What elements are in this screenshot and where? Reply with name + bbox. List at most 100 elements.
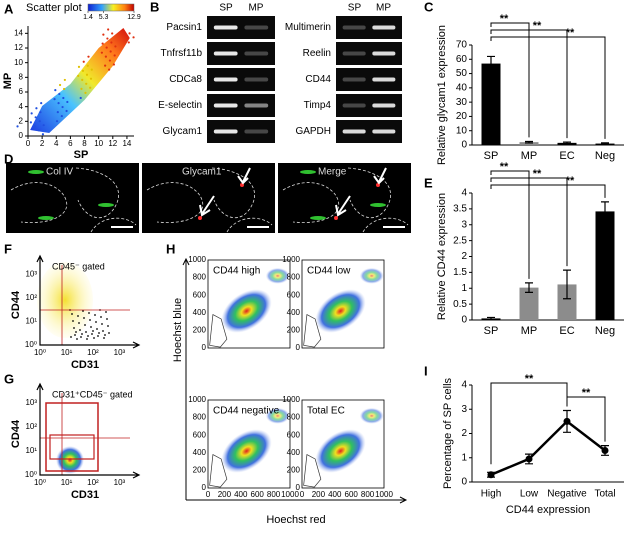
x-axis-label: CD31 (71, 359, 99, 371)
scatter-dot (107, 28, 110, 31)
x-axis-label: CD44 expression (506, 504, 590, 516)
gel-row-label: Reelin (303, 48, 331, 59)
gel-row-label: Timp4 (304, 100, 332, 111)
panel-label: D (4, 151, 13, 166)
panel-label: C (424, 0, 434, 14)
gel-lane (336, 120, 402, 143)
y-tick-label: 0 (202, 483, 207, 492)
error-bar (525, 140, 533, 144)
scatter-dot (58, 92, 61, 96)
gel-lane (207, 42, 275, 65)
gel-band (342, 77, 366, 82)
gate-label: CD31⁺CD45⁻ gated (52, 389, 133, 399)
scatter-dot (132, 36, 135, 39)
error-bar (525, 282, 533, 293)
scatter-dot (55, 120, 59, 123)
gel-lane (336, 94, 402, 117)
scatter-dot (82, 60, 85, 63)
event (95, 321, 97, 323)
y-tick-label: 0 (19, 131, 24, 140)
event (70, 336, 72, 338)
x-tick-label: 0 (206, 490, 211, 499)
y-axis-label: Relative glycam1 expression (436, 25, 448, 165)
event (89, 319, 91, 321)
panel-label: H (166, 241, 175, 256)
y-tick-label: 10 (14, 58, 23, 67)
gel-band (372, 51, 396, 56)
gel-band (244, 103, 269, 108)
scatter-dot (16, 125, 19, 128)
y-tick-label: 2 (461, 251, 467, 262)
density (315, 289, 366, 333)
significance-label: ** (582, 387, 591, 399)
x-tick-label: 12 (108, 139, 117, 148)
event (78, 322, 80, 324)
scatter-dot (63, 78, 66, 82)
x-tick-label: 10² (87, 348, 99, 357)
event (90, 326, 92, 328)
x-tick-label: 10³ (114, 348, 126, 357)
y-tick-label: 20 (456, 111, 468, 122)
x-tick-label: 600 (251, 490, 265, 499)
significance-bracket (490, 170, 530, 279)
gel-lane (207, 16, 275, 39)
scatter-dot (90, 68, 93, 71)
y-tick-label: 200 (287, 326, 301, 335)
significance-label: ** (525, 373, 534, 385)
gel-band (342, 51, 366, 56)
scatter-dot (89, 77, 93, 80)
vessel-outline (282, 167, 409, 233)
event (75, 331, 77, 333)
density (265, 267, 290, 284)
significance-bracket (490, 184, 606, 198)
event (96, 328, 98, 330)
significance-bracket (490, 22, 530, 138)
x-tick-label: 600 (345, 490, 359, 499)
scatter-dot (105, 46, 108, 49)
y-tick-label: 10⁰ (25, 470, 37, 479)
scatter-dot (53, 98, 56, 101)
staining (300, 170, 316, 174)
x-tick-label: 400 (328, 490, 342, 499)
y-tick-label: 1000 (282, 255, 300, 264)
event (76, 338, 78, 340)
error-bar (601, 201, 609, 222)
scatter-dot (101, 42, 104, 45)
gel-row-label: CD44 (305, 74, 331, 85)
event (87, 335, 89, 337)
y-tick-label: 50 (456, 68, 468, 79)
x-tick-label: 10 (94, 139, 103, 148)
y-tick-label: 400 (287, 448, 301, 457)
y-tick-label: 600 (193, 290, 207, 299)
event (71, 313, 73, 315)
event (107, 325, 109, 327)
scatter-dot (108, 59, 111, 62)
scatter-dot (33, 125, 37, 128)
y-tick-label: 8 (19, 72, 24, 81)
gate-label: CD45⁻ gated (52, 261, 105, 271)
x-tick-label: MP (521, 150, 538, 162)
significance-label: ** (500, 161, 509, 173)
bar (481, 63, 501, 146)
y-tick-label: 0 (296, 483, 301, 492)
x-axis-label: CD31 (71, 489, 99, 501)
gel-row-label: E-selectin (158, 100, 202, 111)
scatter-dot (111, 32, 114, 35)
scatter-dot (65, 109, 68, 113)
x-tick-label: 10¹ (61, 348, 73, 357)
y-tick-label: 1.5 (453, 267, 467, 278)
event (101, 323, 103, 325)
arrow (199, 167, 251, 217)
gel-header: MP (376, 3, 391, 14)
scatter-dot (110, 41, 113, 44)
bar (519, 142, 539, 145)
y-tick-label: 600 (287, 430, 301, 439)
x-tick-label: 6 (68, 139, 73, 148)
y-tick-label: 1000 (282, 395, 300, 404)
scatter-dot (66, 100, 69, 104)
y-tick-label: 1000 (188, 255, 206, 264)
event (80, 336, 82, 338)
error-bar (601, 142, 609, 145)
x-tick-label: 400 (234, 490, 248, 499)
panel-label: F (4, 241, 12, 256)
